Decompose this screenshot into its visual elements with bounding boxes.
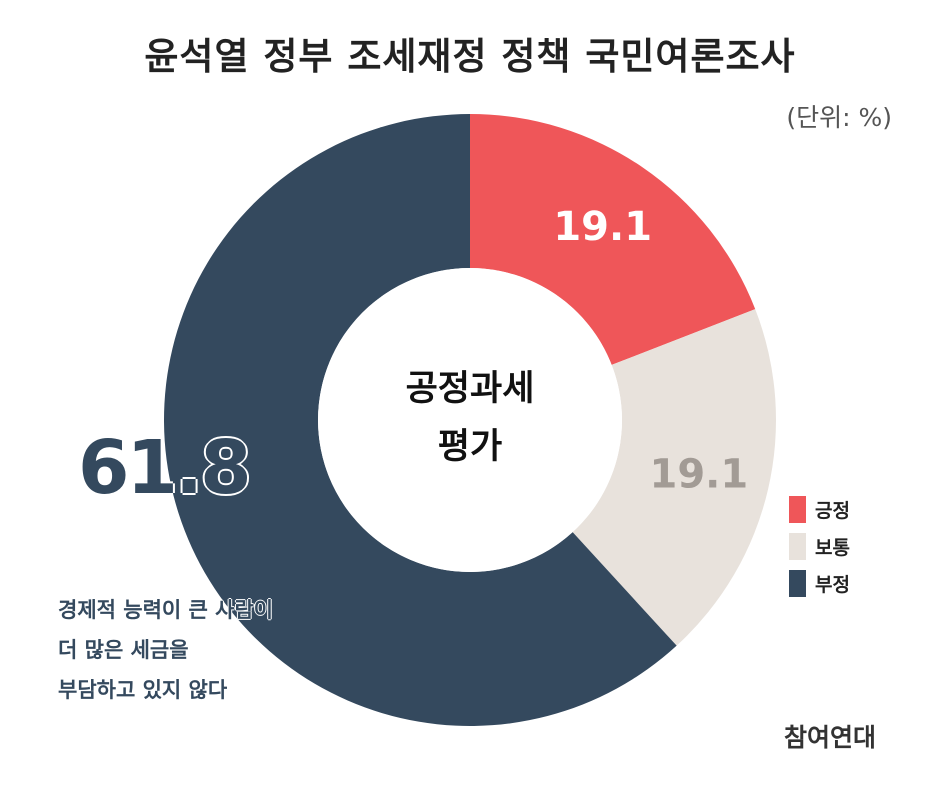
legend: 긍정 보통 부정 <box>789 496 850 607</box>
legend-swatch-positive <box>789 496 806 523</box>
donut-hole <box>318 268 622 572</box>
annotation-note: 경제적 능력이 큰 사람이 더 많은 세금을 부담하고 있지 않다 <box>58 590 273 710</box>
annotation-line-1: 경제적 능력이 큰 사람이 <box>58 598 274 622</box>
value-label-negative: 61.8 <box>78 425 252 511</box>
chart-title: 윤석열 정부 조세재정 정책 국민여론조사 <box>144 35 796 78</box>
legend-swatch-negative <box>789 570 806 597</box>
slice-positive <box>470 114 756 365</box>
legend-item-neutral: 보통 <box>789 533 850 560</box>
annotation-line-3: 부담하고 있지 않다 <box>58 678 228 702</box>
unit-label: (단위: %) <box>786 103 892 132</box>
annotation-line-2: 더 많은 세금을 <box>58 638 189 662</box>
legend-swatch-neutral <box>789 533 806 560</box>
legend-item-positive: 긍정 <box>789 496 850 523</box>
legend-item-negative: 부정 <box>789 570 850 597</box>
legend-label-neutral: 보통 <box>815 537 850 559</box>
slice-neutral <box>572 309 776 646</box>
center-label-line-2: 평가 <box>437 427 503 467</box>
legend-label-negative: 부정 <box>815 574 850 596</box>
value-label-positive: 19.1 <box>553 204 652 250</box>
slice-negative <box>163 114 677 726</box>
center-label: 공정과세 평가 <box>318 360 622 476</box>
center-label-line-1: 공정과세 <box>405 369 535 409</box>
source-label: 참여연대 <box>783 723 876 752</box>
value-label-neutral: 19.1 <box>649 451 748 497</box>
legend-label-positive: 긍정 <box>815 500 850 522</box>
